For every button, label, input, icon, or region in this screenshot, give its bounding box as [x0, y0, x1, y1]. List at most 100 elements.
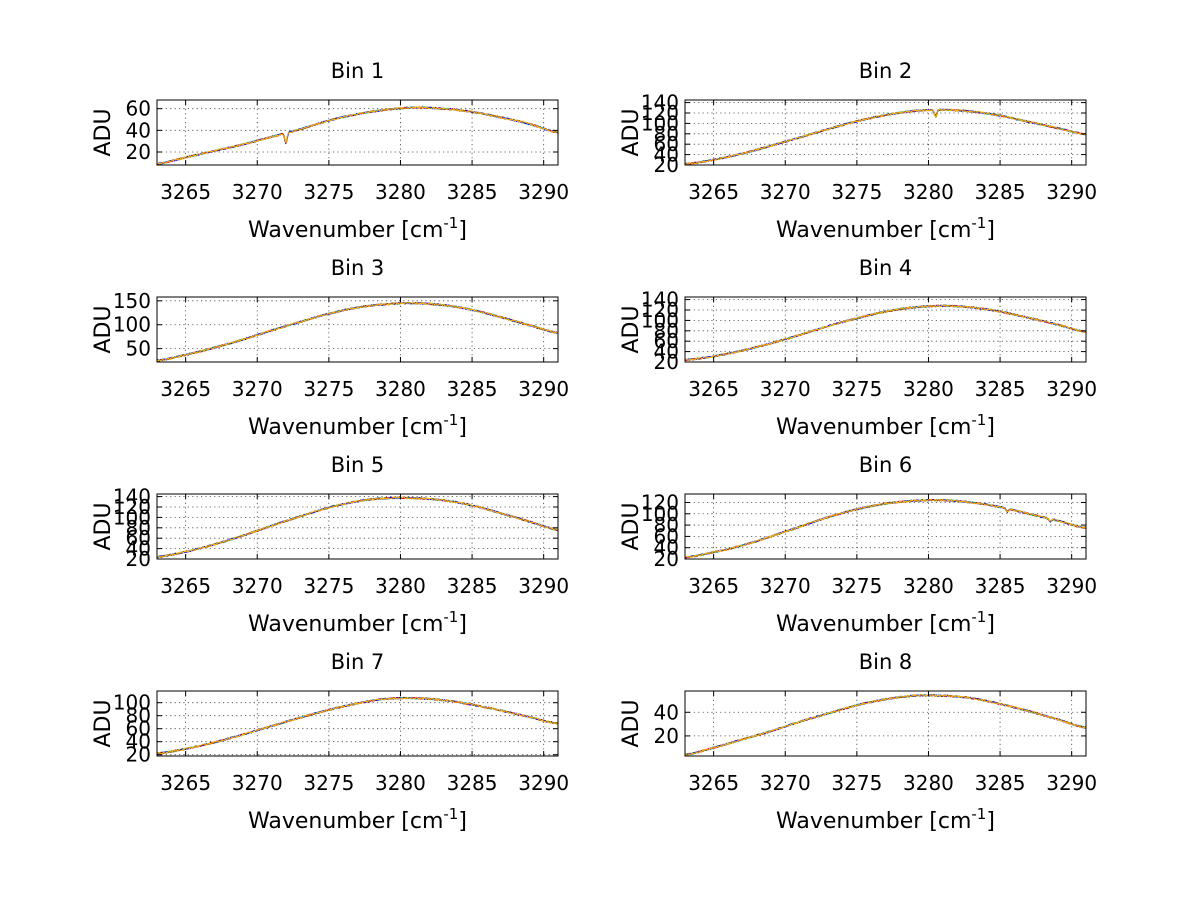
x-tick-label: 3285 — [447, 771, 498, 795]
spectra-traces — [157, 696, 558, 755]
x-tick-label: 3275 — [303, 180, 354, 204]
spectrum-trace — [157, 696, 558, 755]
y-tick-label: 80 — [126, 516, 151, 540]
y-tick-label: 60 — [654, 329, 679, 353]
y-tick-label: 40 — [126, 118, 151, 142]
y-tick-label: 140 — [641, 91, 679, 115]
x-tick-label: 3285 — [447, 180, 498, 204]
x-tick-label: 3285 — [975, 771, 1026, 795]
x-tick-label: 3275 — [831, 377, 882, 401]
x-tick-label: 3280 — [375, 771, 426, 795]
y-tick-label: 40 — [126, 730, 151, 754]
spectra-traces — [685, 694, 1086, 756]
axes-box — [156, 296, 559, 363]
axes-box — [684, 690, 1087, 757]
y-tick-label: 20 — [654, 547, 679, 571]
spectrum-trace — [685, 498, 1086, 559]
y-tick-label: 80 — [654, 513, 679, 537]
x-tick-label: 3275 — [831, 771, 882, 795]
y-axis-label: ADU — [91, 108, 116, 156]
y-tick-label: 40 — [126, 537, 151, 561]
x-tick-label: 3280 — [375, 377, 426, 401]
y-tick-label: 80 — [654, 122, 679, 146]
y-tick-label: 20 — [654, 153, 679, 177]
y-axis-label: ADU — [619, 108, 644, 156]
x-axis-label: Wavenumber [cm-1] — [248, 411, 467, 440]
y-tick-label: 140 — [641, 288, 679, 312]
spectra-traces — [157, 106, 558, 165]
x-tick-label: 3270 — [232, 574, 283, 598]
y-tick-label: 40 — [654, 143, 679, 167]
axes-box — [156, 99, 559, 166]
y-tick-label: 60 — [126, 97, 151, 121]
subplot-title: Bin 7 — [331, 650, 385, 674]
x-tick-label: 3275 — [303, 377, 354, 401]
spectrum-trace — [157, 496, 558, 558]
x-tick-label: 3275 — [303, 574, 354, 598]
x-tick-label: 3265 — [160, 574, 211, 598]
x-tick-label: 3275 — [831, 180, 882, 204]
subplot-2: 3265 3270 3275 3280 3285 3290 2040608010012014… — [619, 59, 1097, 243]
y-tick-label: 120 — [641, 490, 679, 514]
x-tick-label: 3265 — [688, 180, 739, 204]
x-tick-label: 3270 — [760, 771, 811, 795]
spectra-traces — [685, 108, 1086, 165]
subplot-5: 3265 3270 3275 3280 3285 3290 2040608010012014… — [91, 453, 569, 637]
y-tick-label: 60 — [654, 132, 679, 156]
spectra-traces — [157, 301, 558, 362]
x-tick-label: 3285 — [975, 180, 1026, 204]
x-tick-label: 3290 — [1046, 771, 1097, 795]
subplot-title: Bin 1 — [331, 59, 385, 83]
x-tick-label: 3265 — [160, 377, 211, 401]
axes-box — [156, 493, 559, 560]
x-tick-label: 3275 — [831, 574, 882, 598]
x-tick-label: 3265 — [688, 377, 739, 401]
y-tick-label: 100 — [641, 111, 679, 135]
x-tick-label: 3290 — [518, 771, 569, 795]
x-tick-label: 3290 — [1046, 377, 1097, 401]
x-tick-label: 3270 — [760, 574, 811, 598]
x-tick-label: 3270 — [232, 377, 283, 401]
x-tick-label: 3285 — [447, 574, 498, 598]
y-tick-label: 40 — [654, 340, 679, 364]
x-tick-label: 3270 — [232, 180, 283, 204]
y-axis-label: ADU — [91, 502, 116, 550]
x-tick-label: 3280 — [903, 771, 954, 795]
x-tick-label: 3285 — [975, 377, 1026, 401]
subplot-title: Bin 6 — [859, 453, 913, 477]
spectra-traces — [685, 498, 1086, 559]
spectrum-trace — [685, 304, 1086, 361]
y-axis-label: ADU — [91, 699, 116, 747]
y-axis-label: ADU — [91, 305, 116, 353]
y-tick-label: 20 — [654, 350, 679, 374]
y-tick-label: 40 — [654, 700, 679, 724]
x-tick-label: 3270 — [760, 180, 811, 204]
x-tick-label: 3290 — [1046, 180, 1097, 204]
x-tick-label: 3265 — [688, 574, 739, 598]
subplot-4: 3265 3270 3275 3280 3285 3290 2040608010012014… — [619, 256, 1097, 440]
axes-box — [684, 99, 1087, 166]
x-tick-label: 3280 — [375, 180, 426, 204]
x-axis-label: Wavenumber [cm-1] — [248, 214, 467, 243]
x-axis-label: Wavenumber [cm-1] — [248, 805, 467, 834]
y-tick-label: 150 — [113, 289, 151, 313]
x-tick-label: 3290 — [518, 574, 569, 598]
x-axis-label: Wavenumber [cm-1] — [776, 214, 995, 243]
spectrum-trace — [685, 694, 1086, 756]
axes-box — [684, 493, 1087, 560]
spectrum-trace — [685, 108, 1086, 165]
y-axis-label: ADU — [619, 305, 644, 353]
x-axis-label: Wavenumber [cm-1] — [776, 608, 995, 637]
subplot-title: Bin 3 — [331, 256, 385, 280]
y-tick-label: 80 — [126, 704, 151, 728]
x-tick-label: 3265 — [160, 180, 211, 204]
y-tick-label: 100 — [641, 308, 679, 332]
y-tick-label: 100 — [113, 313, 151, 337]
x-tick-label: 3290 — [518, 180, 569, 204]
x-tick-label: 3285 — [447, 377, 498, 401]
